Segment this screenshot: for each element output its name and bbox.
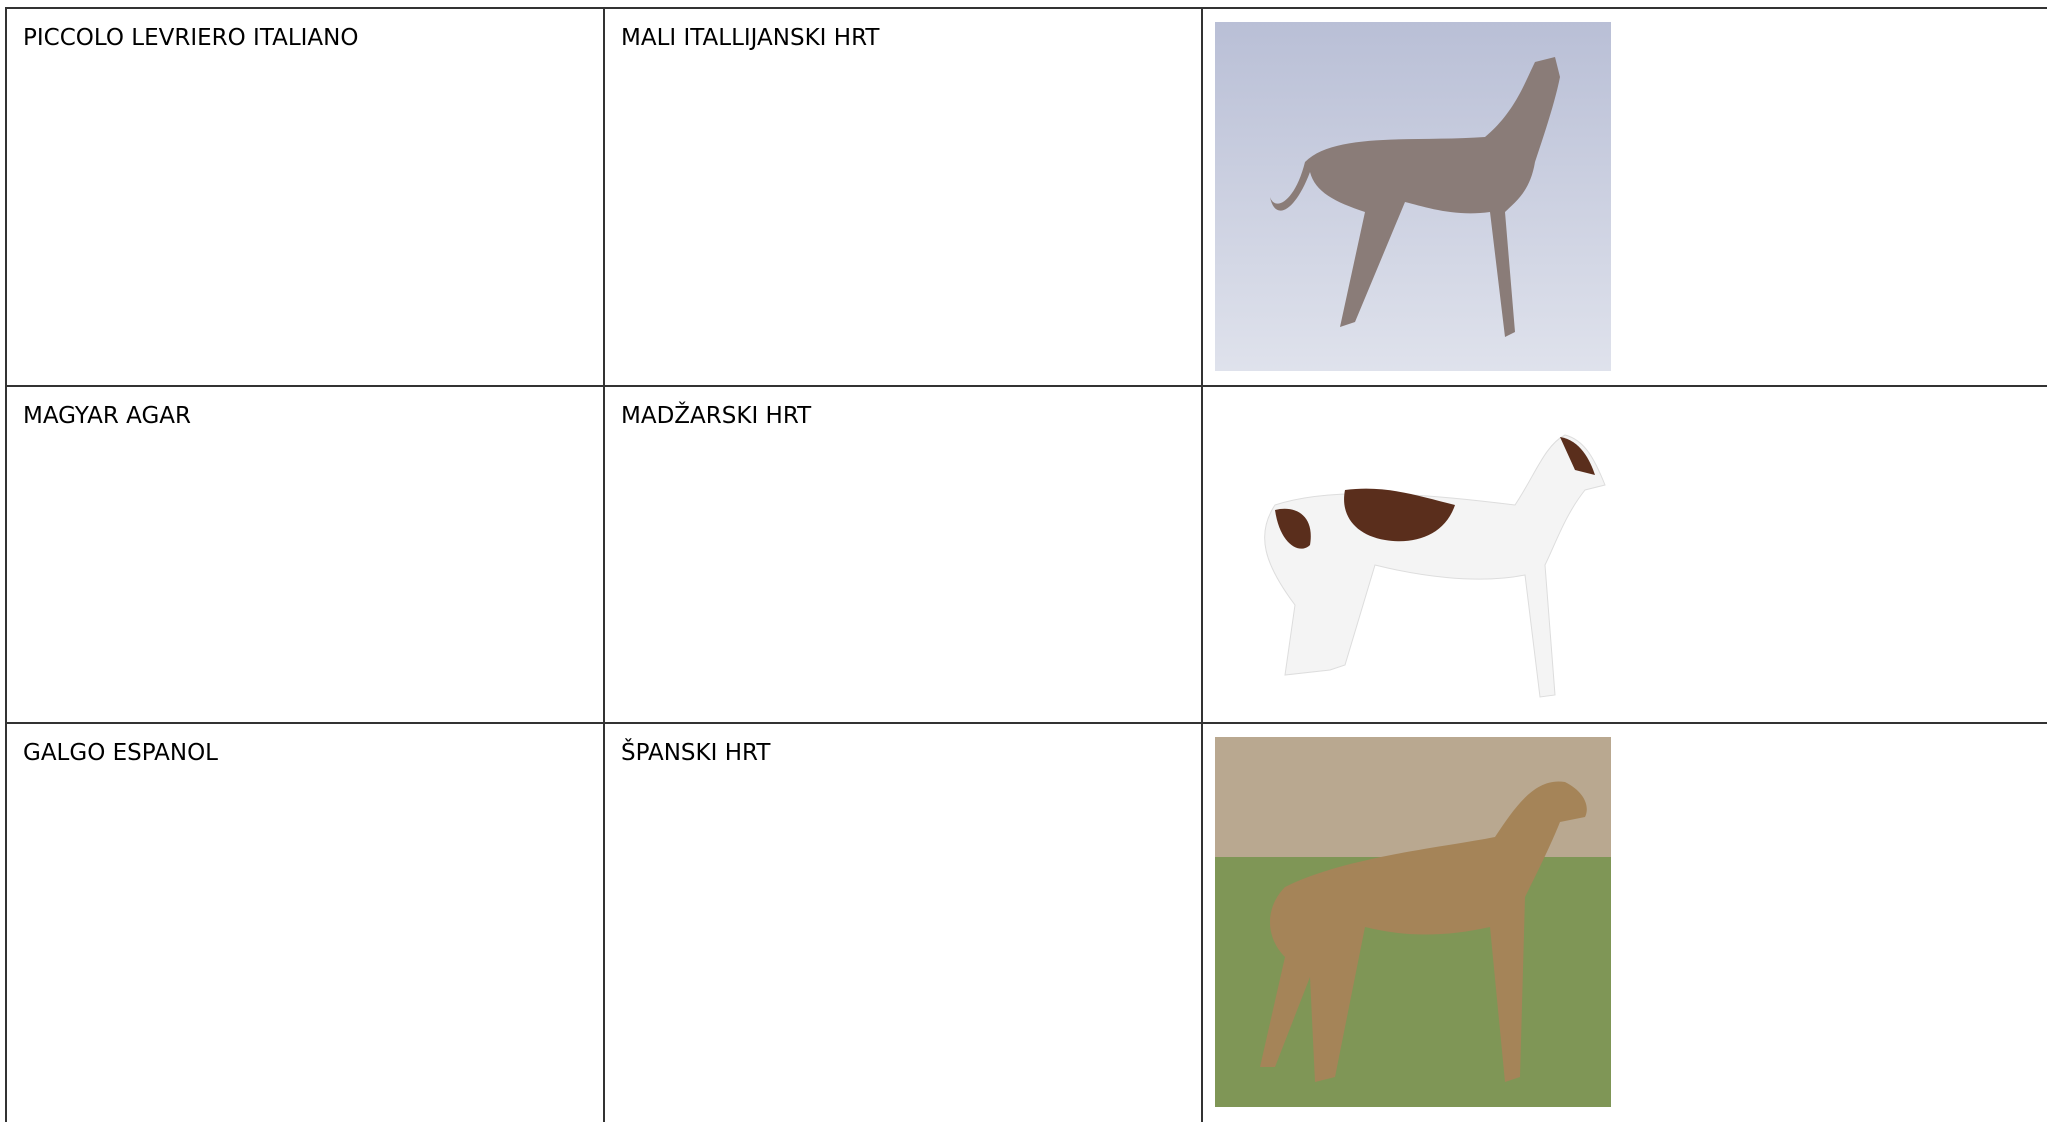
cell (1201, 385, 2047, 722)
cell: MALI ITALLIJANSKI HRT (603, 7, 1201, 385)
breed-name-local: ŠPANSKI HRT (621, 740, 771, 766)
cell: ŠPANSKI HRT (603, 722, 1201, 1122)
dog-photo (1215, 22, 1611, 371)
cell: MADŽARSKI HRT (603, 385, 1201, 722)
breed-name: MAGYAR AGAR (23, 403, 192, 429)
breed-name-local: MADŽARSKI HRT (621, 403, 812, 429)
cell: GALGO ESPANOL (5, 722, 603, 1122)
cell: MAGYAR AGAR (5, 385, 603, 722)
cell (1201, 722, 2047, 1122)
dog-photo (1215, 737, 1611, 1107)
cell (1201, 7, 2047, 385)
dog-photo (1215, 415, 1611, 705)
breed-name-local: MALI ITALLIJANSKI HRT (621, 25, 880, 51)
cell: PICCOLO LEVRIERO ITALIANO (5, 7, 603, 385)
breed-name: GALGO ESPANOL (23, 740, 218, 766)
breed-name: PICCOLO LEVRIERO ITALIANO (23, 25, 359, 51)
